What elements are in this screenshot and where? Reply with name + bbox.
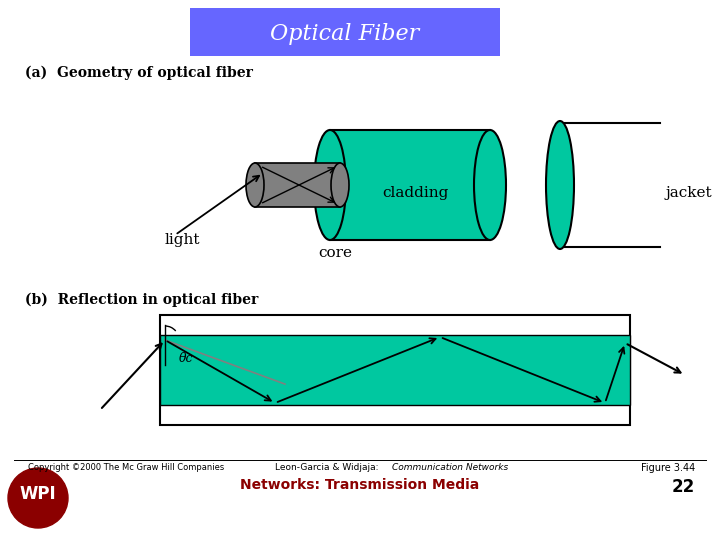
Ellipse shape (331, 163, 349, 207)
Text: θc: θc (179, 352, 194, 365)
Bar (160, 315, 630, 425)
Ellipse shape (546, 121, 574, 249)
Text: Optical Fiber: Optical Fiber (271, 23, 420, 45)
Text: Copyright ©2000 The Mc Graw Hill Companies: Copyright ©2000 The Mc Graw Hill Compani… (28, 463, 224, 472)
Text: Networks: Transmission Media: Networks: Transmission Media (240, 478, 480, 492)
Text: core: core (318, 246, 352, 260)
Text: Communication Networks: Communication Networks (392, 463, 508, 472)
Ellipse shape (474, 130, 506, 240)
Text: 22: 22 (672, 478, 695, 496)
Text: Leon-Garcia & Widjaja:: Leon-Garcia & Widjaja: (275, 463, 379, 472)
Ellipse shape (314, 130, 346, 240)
Bar (190, 8, 500, 56)
Text: Figure 3.44: Figure 3.44 (641, 463, 695, 473)
Bar (160, 335, 630, 405)
Text: (a)  Geometry of optical fiber: (a) Geometry of optical fiber (25, 66, 253, 80)
Ellipse shape (246, 163, 264, 207)
Text: cladding: cladding (382, 186, 448, 200)
Text: WPI: WPI (19, 485, 56, 503)
Bar (330, 130, 490, 240)
Text: (b)  Reflection in optical fiber: (b) Reflection in optical fiber (25, 293, 258, 307)
Text: jacket: jacket (665, 186, 711, 200)
Circle shape (8, 468, 68, 528)
Bar (255, 163, 340, 207)
Text: light: light (165, 233, 200, 247)
